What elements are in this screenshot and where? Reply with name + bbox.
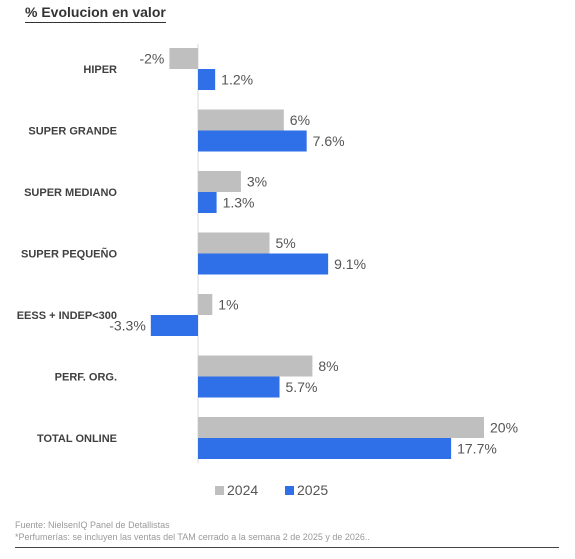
category-label: HIPER <box>83 64 117 76</box>
bar-2025 <box>198 130 307 152</box>
category-label: EESS + INDEP<300 <box>17 310 117 322</box>
source-footnote: Fuente: NielsenIQ Panel de Detallistas <box>15 520 170 530</box>
bar-2024 <box>198 109 284 131</box>
data-label: -3.3% <box>109 318 146 334</box>
data-label: 17.7% <box>457 441 497 457</box>
data-label: 6% <box>290 112 310 128</box>
bar-2025 <box>198 253 329 275</box>
data-label: 1.2% <box>221 72 253 88</box>
data-label: 1% <box>218 297 238 313</box>
bar-2024 <box>198 171 241 192</box>
bar-2025 <box>150 315 198 336</box>
data-label: 9.1% <box>334 256 366 272</box>
bar-2025 <box>198 438 452 459</box>
category-label: SUPER GRANDE <box>28 126 117 138</box>
legend-label: 2025 <box>297 482 328 498</box>
bar-2024 <box>169 48 198 69</box>
category-label: SUPER MEDIANO <box>24 187 117 199</box>
bar-chart: HIPER -2% 1.2% SUPER GRANDE 6%7.6% SUPER MEDI… <box>17 44 518 498</box>
data-label: 20% <box>490 420 518 436</box>
bar-2025 <box>198 376 280 398</box>
data-label: 7.6% <box>313 133 345 149</box>
bar-2024 <box>198 232 270 254</box>
bar-2025 <box>198 69 216 90</box>
category-label: TOTAL ONLINE <box>37 433 117 445</box>
data-label: 8% <box>318 358 338 374</box>
bottom-divider <box>15 547 559 548</box>
data-label: 3% <box>247 174 267 190</box>
legend-swatch-2024 <box>215 486 224 495</box>
bar-2024 <box>198 355 313 377</box>
data-label: 5.7% <box>286 379 318 395</box>
note-footnote: *Perfumerías: se incluyen las ventas del… <box>15 532 370 542</box>
bar-2025 <box>198 192 217 213</box>
legend-label: 2024 <box>227 482 258 498</box>
bar-2024 <box>198 294 213 315</box>
data-label: 1.3% <box>223 195 255 211</box>
category-label: PERF. ORG. <box>55 372 117 384</box>
bar-2024 <box>198 417 484 438</box>
chart-title: % Evolucion en valor <box>25 4 166 23</box>
category-label: SUPER PEQUEÑO <box>21 248 117 261</box>
data-label: -2% <box>139 51 164 67</box>
legend-swatch-2025 <box>285 486 294 495</box>
data-label: 5% <box>276 235 296 251</box>
